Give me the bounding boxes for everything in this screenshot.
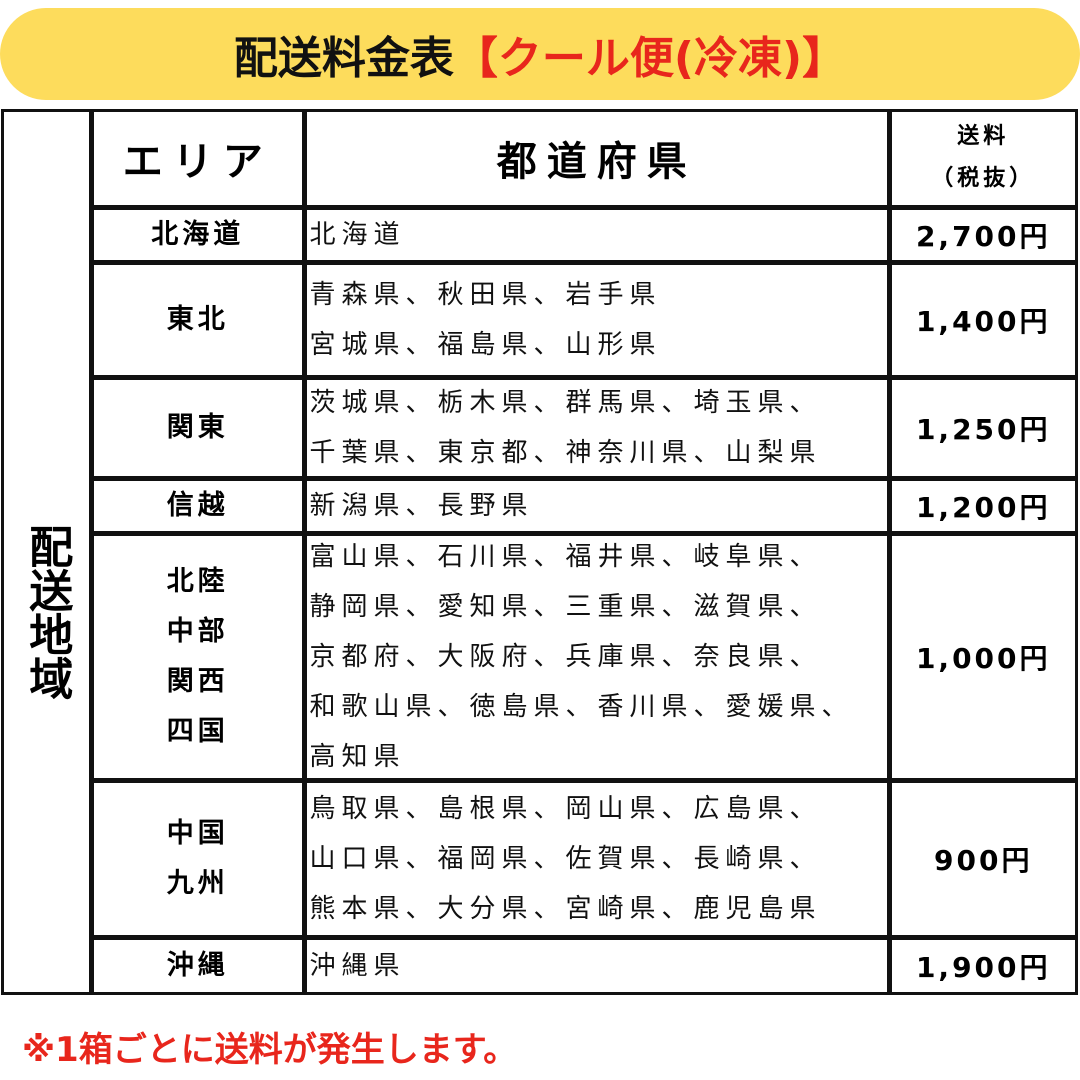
column-header: 送料 (957, 124, 1010, 150)
price: 1,000円 (915, 641, 1051, 675)
prefectures: 京都府、大阪府、兵庫県、奈良県、 (309, 641, 822, 672)
header-cell: 都道府県 (303, 108, 890, 208)
header-cell: エリア (90, 108, 305, 208)
area-cell: 北陸 中部 関西 四国 (90, 532, 305, 781)
area: 北陸 (166, 565, 229, 597)
prefectures: 山口県、福岡県、佐賀県、長崎県、 (309, 843, 822, 874)
price: 1,200円 (915, 490, 1051, 524)
prefectures: 富山県、石川県、福井県、岐阜県、 (309, 541, 822, 572)
area: 四国 (166, 715, 229, 747)
prefectures: 熊本県、大分県、宮崎県、鹿児島県 (309, 893, 822, 924)
price: 900円 (934, 843, 1033, 877)
price-cell: 1,200円 (888, 477, 1078, 534)
price-cell: 1,000円 (888, 532, 1078, 781)
prefectures: 鳥取県、島根県、岡山県、広島県、 (309, 793, 822, 824)
header-cell: 送料 （税抜） (888, 108, 1078, 208)
title-highlight: 【クール便(冷凍)】 (453, 33, 847, 84)
prefectures: 青森県、秋田県、岩手県 (309, 279, 662, 310)
prefectures: 茨城県、栃木県、群馬県、埼玉県、 (309, 387, 822, 418)
prefectures: 宮城県、福島県、山形県 (309, 329, 662, 360)
price-cell: 1,400円 (888, 261, 1078, 378)
prefectures: 高知県 (309, 741, 406, 772)
area: 関西 (166, 665, 229, 697)
area-cell: 北海道 (90, 206, 305, 263)
prefecture-cell: 北海道 (303, 206, 890, 263)
area: 信越 (166, 489, 229, 521)
area: 中部 (166, 615, 229, 647)
area-cell: 東北 (90, 261, 305, 378)
prefectures: 新潟県、長野県 (309, 490, 534, 521)
area: 中国 (166, 817, 229, 849)
prefecture-cell: 富山県、石川県、福井県、岐阜県、 静岡県、愛知県、三重県、滋賀県、 京都府、大阪府、… (303, 532, 890, 781)
area-cell: 関東 (90, 376, 305, 479)
area: 北海道 (151, 218, 245, 250)
prefectures: 北海道 (309, 219, 406, 250)
prefectures: 和歌山県、徳島県、香川県、愛媛県、 (309, 691, 854, 722)
price: 1,250円 (915, 412, 1051, 446)
area-cell: 中国 九州 (90, 779, 305, 938)
area-cell: 沖縄 (90, 936, 305, 995)
side-label: 配送地域 (21, 523, 73, 700)
price: 1,400円 (915, 304, 1051, 338)
price-cell: 1,900円 (888, 936, 1078, 995)
price-cell: 900円 (888, 779, 1078, 938)
column-header: エリア (122, 139, 273, 186)
area-cell: 信越 (90, 477, 305, 534)
area: 沖縄 (166, 949, 229, 981)
price: 2,700円 (915, 219, 1051, 253)
column-header: （税抜） (931, 166, 1036, 192)
column-header: 都道府県 (496, 139, 697, 186)
footnote: ※1箱ごとに送料が発生します。 (22, 1030, 518, 1070)
prefecture-cell: 新潟県、長野県 (303, 477, 890, 534)
prefectures: 千葉県、東京都、神奈川県、山梨県 (309, 437, 822, 468)
prefecture-cell: 茨城県、栃木県、群馬県、埼玉県、 千葉県、東京都、神奈川県、山梨県 (303, 376, 890, 479)
side-cell: 配送地域 (0, 108, 92, 995)
price-cell: 2,700円 (888, 206, 1078, 263)
title: 配送料金表 (233, 33, 454, 84)
area: 関東 (166, 411, 229, 443)
prefecture-cell: 青森県、秋田県、岩手県 宮城県、福島県、山形県 (303, 261, 890, 378)
price-cell: 1,250円 (888, 376, 1078, 479)
area: 九州 (166, 867, 229, 899)
title-bar: 配送料金表 【クール便(冷凍)】 (0, 8, 1080, 100)
prefecture-cell: 鳥取県、島根県、岡山県、広島県、 山口県、福岡県、佐賀県、長崎県、 熊本県、大分県、… (303, 779, 890, 938)
prefectures: 静岡県、愛知県、三重県、滋賀県、 (309, 591, 822, 622)
prefectures: 沖縄県 (309, 950, 406, 981)
price: 1,900円 (915, 950, 1051, 984)
prefecture-cell: 沖縄県 (303, 936, 890, 995)
area: 東北 (166, 303, 229, 335)
